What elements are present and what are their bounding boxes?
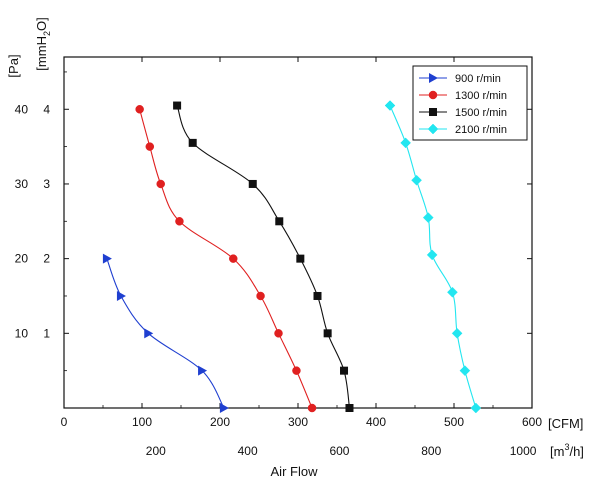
legend-label: 900 r/min [455,73,501,85]
legend-marker [429,73,438,83]
y2-tick-label: 10 [15,326,29,340]
legend-marker [428,90,438,100]
data-point [447,286,458,298]
data-point [175,217,184,226]
x2-tick-label: 1000 [510,444,537,458]
data-point [307,403,317,413]
series-3 [173,101,354,412]
data-point [275,217,284,226]
data-point [116,290,126,301]
x2-tick-label: 400 [238,444,258,458]
x-tick-label: 0 [61,415,68,429]
x2-tick-label: 600 [329,444,349,458]
series-line [106,258,225,409]
x-tick-label: 400 [366,415,386,429]
data-point [229,254,238,263]
data-point [102,253,112,264]
x-unit-m3h-label: [m3/h] [550,442,584,459]
legend-entry: 900 r/min [419,73,501,85]
data-point [188,138,197,147]
x-tick-label: 200 [210,415,230,429]
y-unit-pa-label: [Pa] [6,54,21,77]
x-tick-label: 600 [522,415,542,429]
y2-tick-label: 30 [15,177,29,191]
series-2 [135,105,317,413]
data-point [426,249,438,261]
x-tick-label: 100 [132,415,152,429]
data-point [451,327,463,339]
data-point [384,100,396,111]
data-point [248,179,257,188]
legend-marker [427,123,439,135]
legend-label: 1500 r/min [455,107,507,119]
y-tick-label: 1 [43,326,50,340]
data-point [144,328,154,339]
x2-tick-label: 200 [146,444,166,458]
data-point [459,365,471,377]
y-tick-label: 3 [43,177,50,191]
series-line [176,105,351,409]
data-point [135,105,144,114]
data-point [345,404,354,412]
x-tick-label: 300 [288,415,308,429]
x-unit-cfm-label: [CFM] [548,416,583,431]
data-point [274,329,283,338]
data-point [323,329,332,338]
data-point [340,366,349,375]
data-point [256,291,265,301]
data-point [156,179,165,189]
data-point [470,402,482,414]
data-point [411,174,422,186]
data-point [400,137,411,149]
y-unit-mmh2o-label: [mmH2O] [34,17,52,70]
y2-tick-label: 20 [15,252,29,266]
x2-tick-label: 800 [421,444,441,458]
y2-tick-label: 40 [15,102,29,116]
series-4 [384,100,482,414]
series-line [139,109,313,409]
y-tick-label: 2 [43,252,50,266]
data-point [313,291,322,300]
legend-label: 1300 r/min [455,90,507,102]
y-tick-label: 4 [43,102,50,116]
data-point [292,366,301,375]
data-point [296,254,305,263]
legend-entry: 1300 r/min [419,90,507,102]
data-point [422,212,434,223]
data-point [145,142,155,151]
series-1 [102,253,229,413]
legend-label: 2100 r/min [455,124,507,136]
x-axis-title: Air Flow [271,464,319,479]
data-point [198,365,208,376]
legend-marker [429,108,437,116]
data-point [173,101,182,110]
legend-entry: 1500 r/min [419,107,507,119]
x-tick-label: 500 [444,415,464,429]
legend-entry: 2100 r/min [419,123,507,136]
data-point [219,403,229,413]
